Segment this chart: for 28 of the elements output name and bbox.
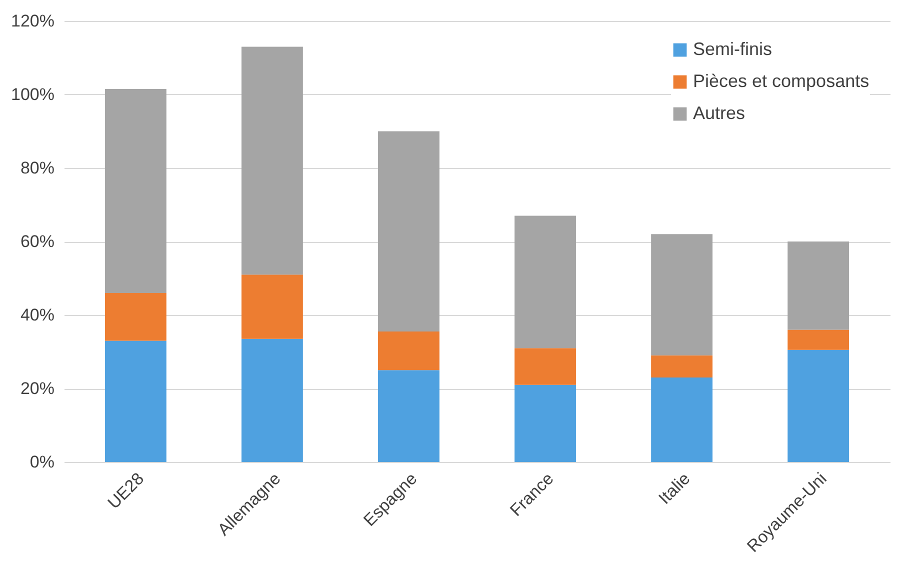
bar <box>104 292 166 341</box>
bar <box>378 332 440 370</box>
y-tick-label: 0% <box>30 452 54 472</box>
y-tick-label: 100% <box>11 85 54 104</box>
legend-label: Semi-finis <box>693 39 772 59</box>
bar <box>788 330 850 350</box>
bar <box>651 377 713 462</box>
bar <box>241 274 303 339</box>
bar <box>514 384 576 462</box>
legend-label: Autres <box>693 103 746 123</box>
y-tick-label: 120% <box>11 12 54 30</box>
legend-label: Pièces et composants <box>693 71 870 91</box>
bar <box>104 340 166 462</box>
y-tick-label: 80% <box>20 158 54 178</box>
bar <box>378 131 440 332</box>
bar <box>378 370 440 462</box>
bar <box>514 348 576 385</box>
bar <box>241 46 303 275</box>
bar <box>788 350 850 462</box>
y-tick-label: 40% <box>20 306 54 324</box>
bar <box>651 355 713 378</box>
bar <box>788 242 850 330</box>
bar <box>241 338 303 462</box>
bar <box>104 88 166 293</box>
bar <box>651 234 713 356</box>
y-tick-label: 20% <box>20 379 54 398</box>
bar <box>514 216 576 348</box>
y-tick-label: 60% <box>20 232 54 251</box>
